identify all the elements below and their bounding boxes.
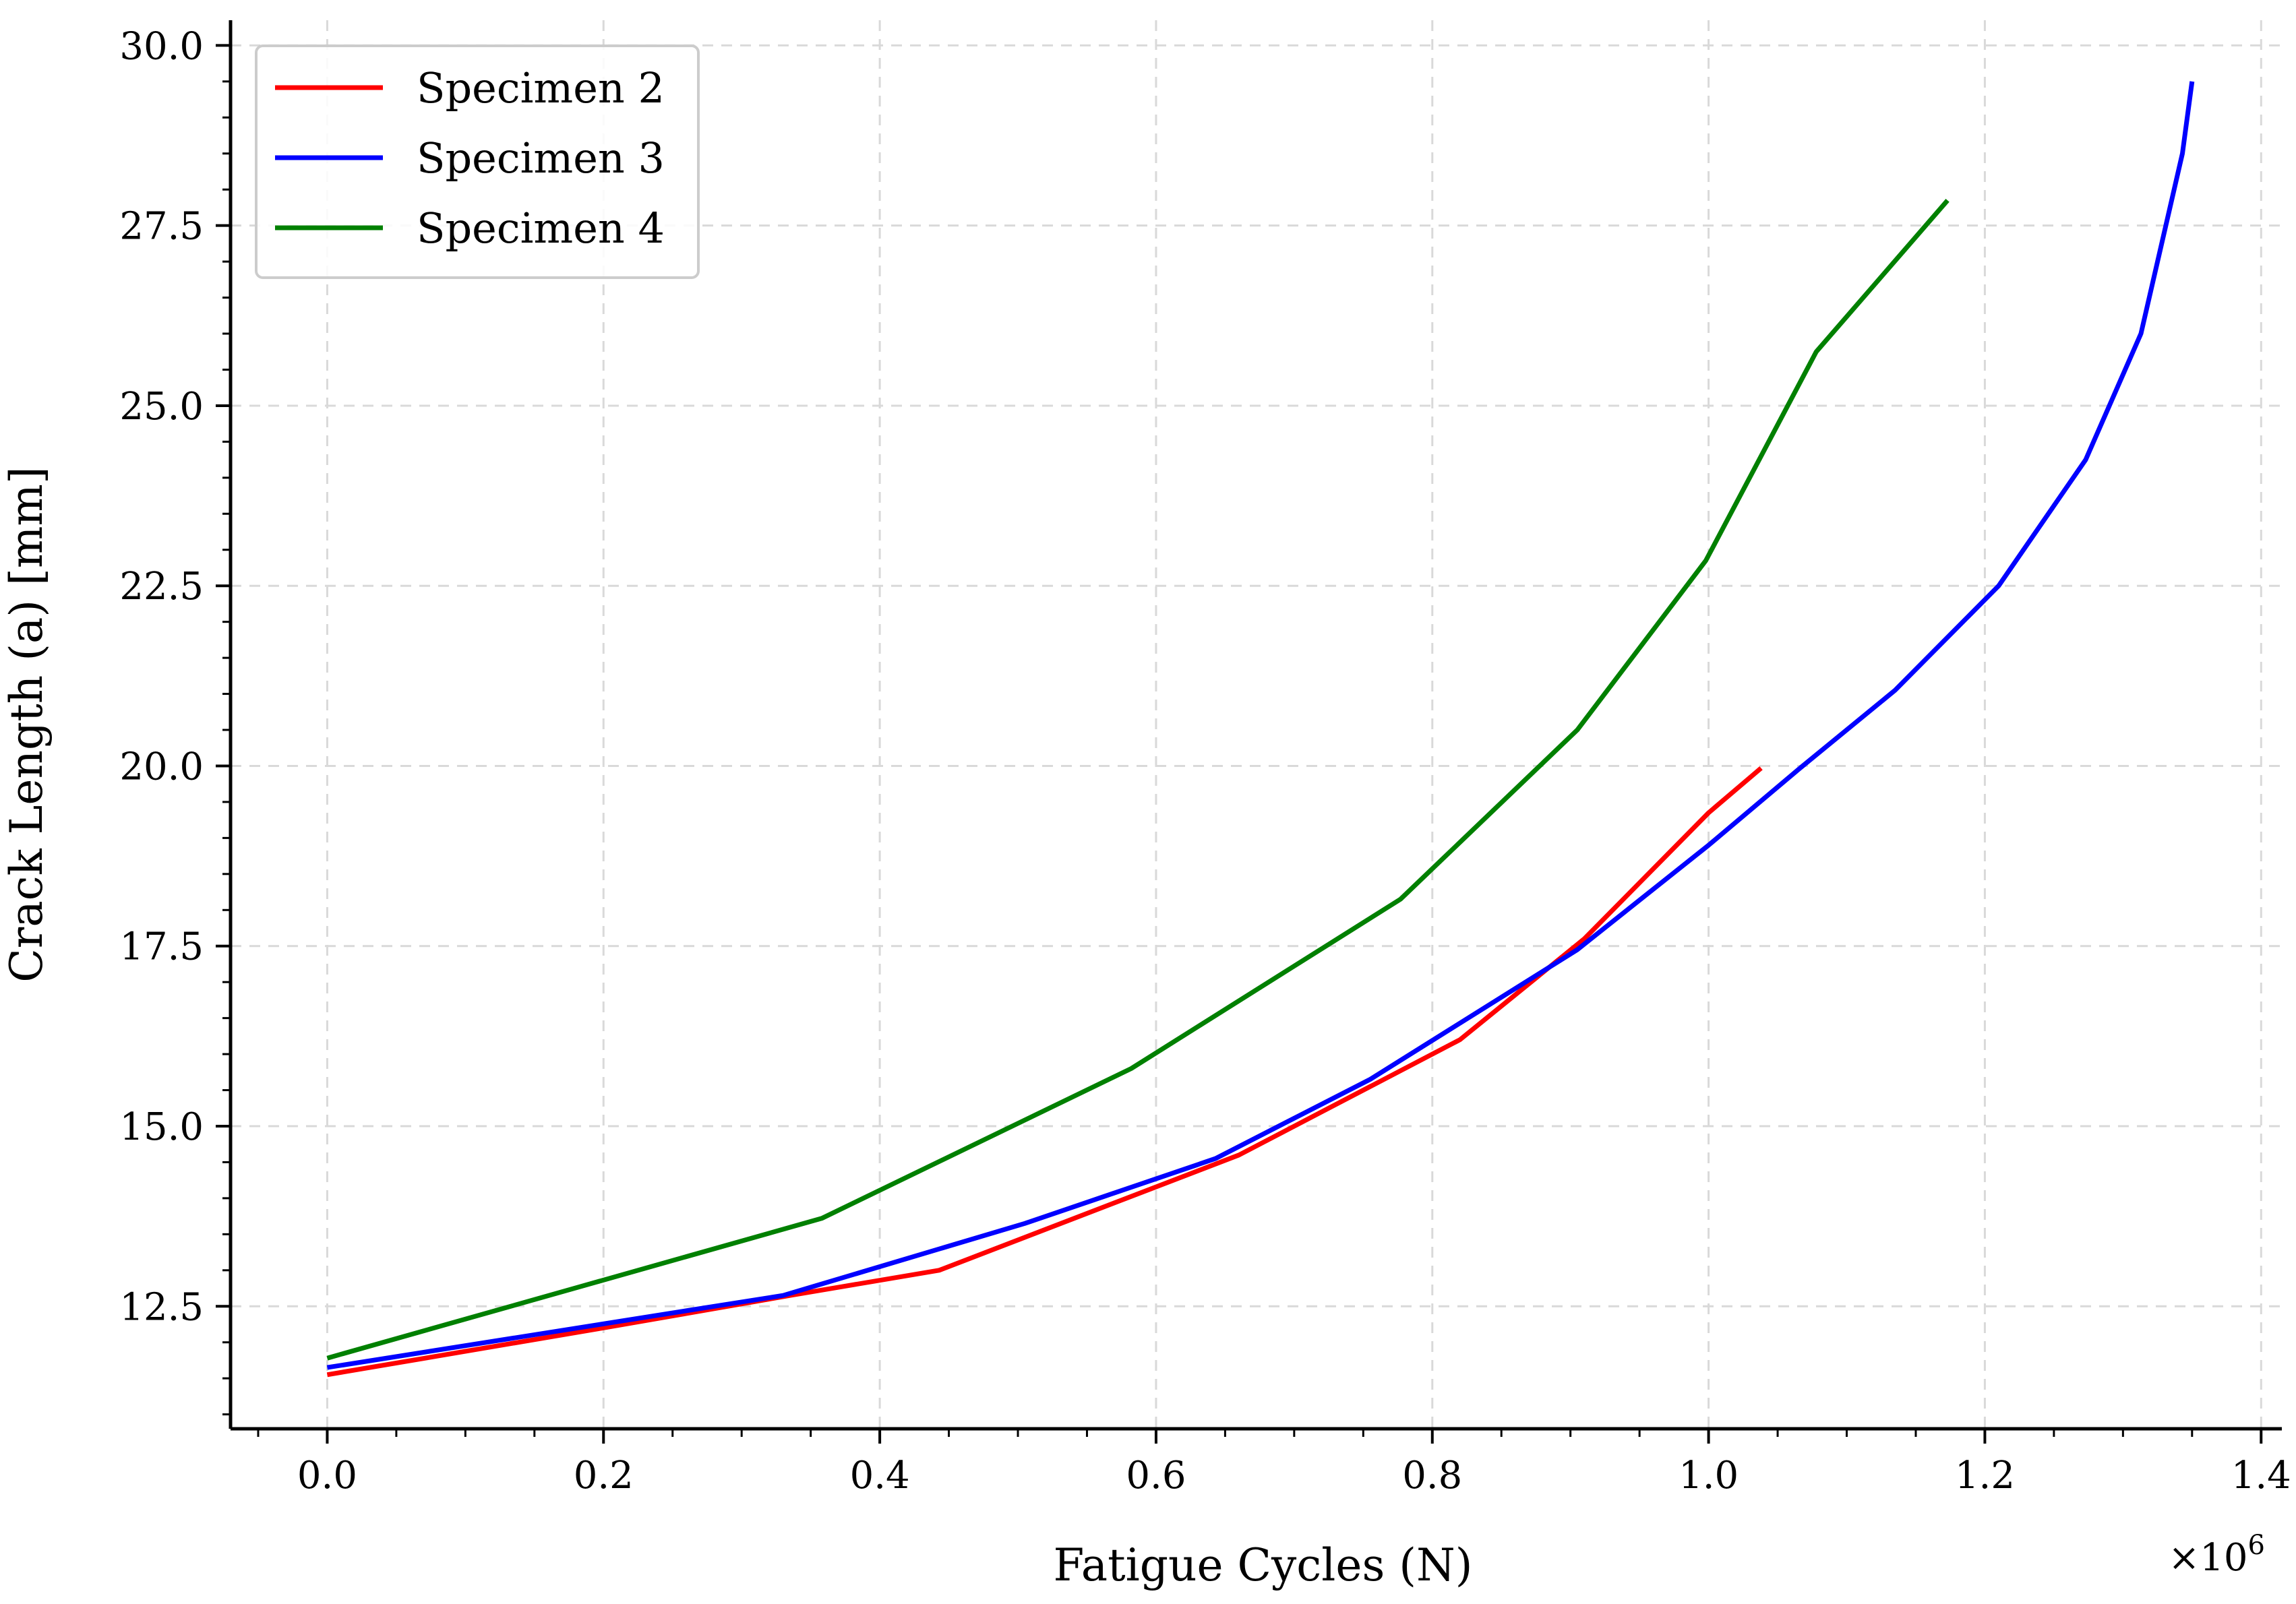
y-tick-label: 12.5: [119, 1285, 204, 1329]
x-tick-label: 0.0: [297, 1454, 357, 1498]
x-axis-title: Fatigue Cycles (N): [1053, 1539, 1472, 1591]
x-offset-base: ×10: [2168, 1536, 2247, 1580]
legend-box: [255, 44, 700, 279]
y-tick-label: 27.5: [119, 205, 204, 249]
legend: Specimen 2 Specimen 3 Specimen 4: [255, 44, 700, 279]
series-line-specimen-2: [326, 766, 1763, 1378]
legend-items: Specimen 2 Specimen 3 Specimen 4: [275, 63, 665, 253]
x-axis-offset-label: ×106: [2168, 1530, 2265, 1580]
y-tick-label: 15.0: [119, 1105, 204, 1149]
legend-label-specimen-3: Specimen 3: [417, 133, 665, 183]
legend-label-specimen-2: Specimen 2: [417, 63, 665, 113]
x-tick-label: 0.4: [850, 1454, 910, 1498]
series-lines: [326, 81, 2195, 1378]
x-tick-label: 0.8: [1402, 1454, 1462, 1498]
series-line-specimen-4: [326, 199, 1950, 1361]
y-tick-label: 20.0: [119, 745, 204, 789]
series-line-specimen-3: [326, 81, 2195, 1370]
grid: [231, 20, 2282, 1429]
y-tick-label: 30.0: [119, 24, 204, 68]
y-tick-label: 17.5: [119, 925, 204, 969]
x-tick-label: 0.2: [574, 1454, 634, 1498]
axes: [229, 20, 2282, 1431]
ticks: 0.0 0.2 0.4 0.6 0.8 1.0 1.2 1.4 12.5 15.0 17.5 20.0…: [119, 24, 2291, 1498]
y-axis-title: Crack Length (a) [mm]: [1, 466, 53, 982]
x-tick-label: 1.0: [1679, 1454, 1739, 1498]
y-tick-label: 25.0: [119, 385, 204, 429]
x-tick-label: 1.2: [1955, 1454, 2015, 1498]
x-tick-label: 1.4: [2231, 1454, 2291, 1498]
y-tick-label: 22.5: [119, 565, 204, 609]
x-tick-label: 0.6: [1126, 1454, 1186, 1498]
legend-label-specimen-4: Specimen 4: [417, 204, 665, 253]
x-offset-exponent: 6: [2248, 1530, 2265, 1561]
